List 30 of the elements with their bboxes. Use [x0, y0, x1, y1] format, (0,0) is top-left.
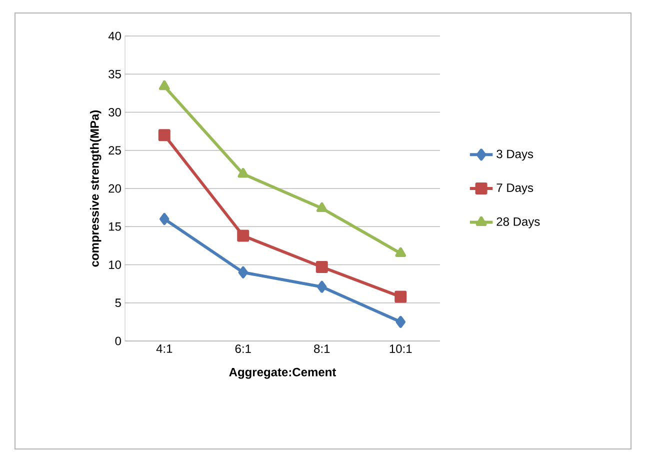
legend-label: 3 Days	[496, 150, 534, 161]
point	[316, 261, 328, 274]
x-tick-label: 10:1	[390, 344, 412, 354]
y-tick-label: 25	[108, 146, 121, 155]
point	[394, 290, 407, 303]
y-tick-label: 30	[108, 108, 122, 116]
y-tick-label: 15	[109, 222, 121, 231]
point	[238, 266, 248, 278]
point	[158, 129, 170, 142]
point	[237, 230, 250, 242]
legend-label: 7 Days	[496, 184, 534, 194]
point	[158, 80, 170, 90]
y-tick-label: 35	[108, 70, 121, 78]
y-axis-title: compressive strength(MPa)	[90, 110, 102, 267]
point	[396, 316, 406, 328]
y-tick-label: 5	[115, 298, 121, 308]
point	[317, 280, 327, 293]
point	[395, 247, 406, 258]
y-tick-label: 0	[115, 336, 122, 346]
y-tick-label: 40	[108, 32, 122, 40]
x-tick-label: 6:1	[235, 344, 251, 354]
point	[238, 168, 249, 178]
point	[160, 212, 170, 225]
y-tick-label: 10	[109, 260, 122, 269]
point	[316, 202, 328, 212]
x-axis-title: Aggregate:Cement	[229, 368, 336, 379]
x-tick-label: 8:1	[314, 344, 330, 354]
y-tick-label: 20	[108, 184, 122, 193]
x-tick-label: 4:1	[156, 344, 172, 353]
legend-label: 28 Days	[496, 217, 540, 228]
